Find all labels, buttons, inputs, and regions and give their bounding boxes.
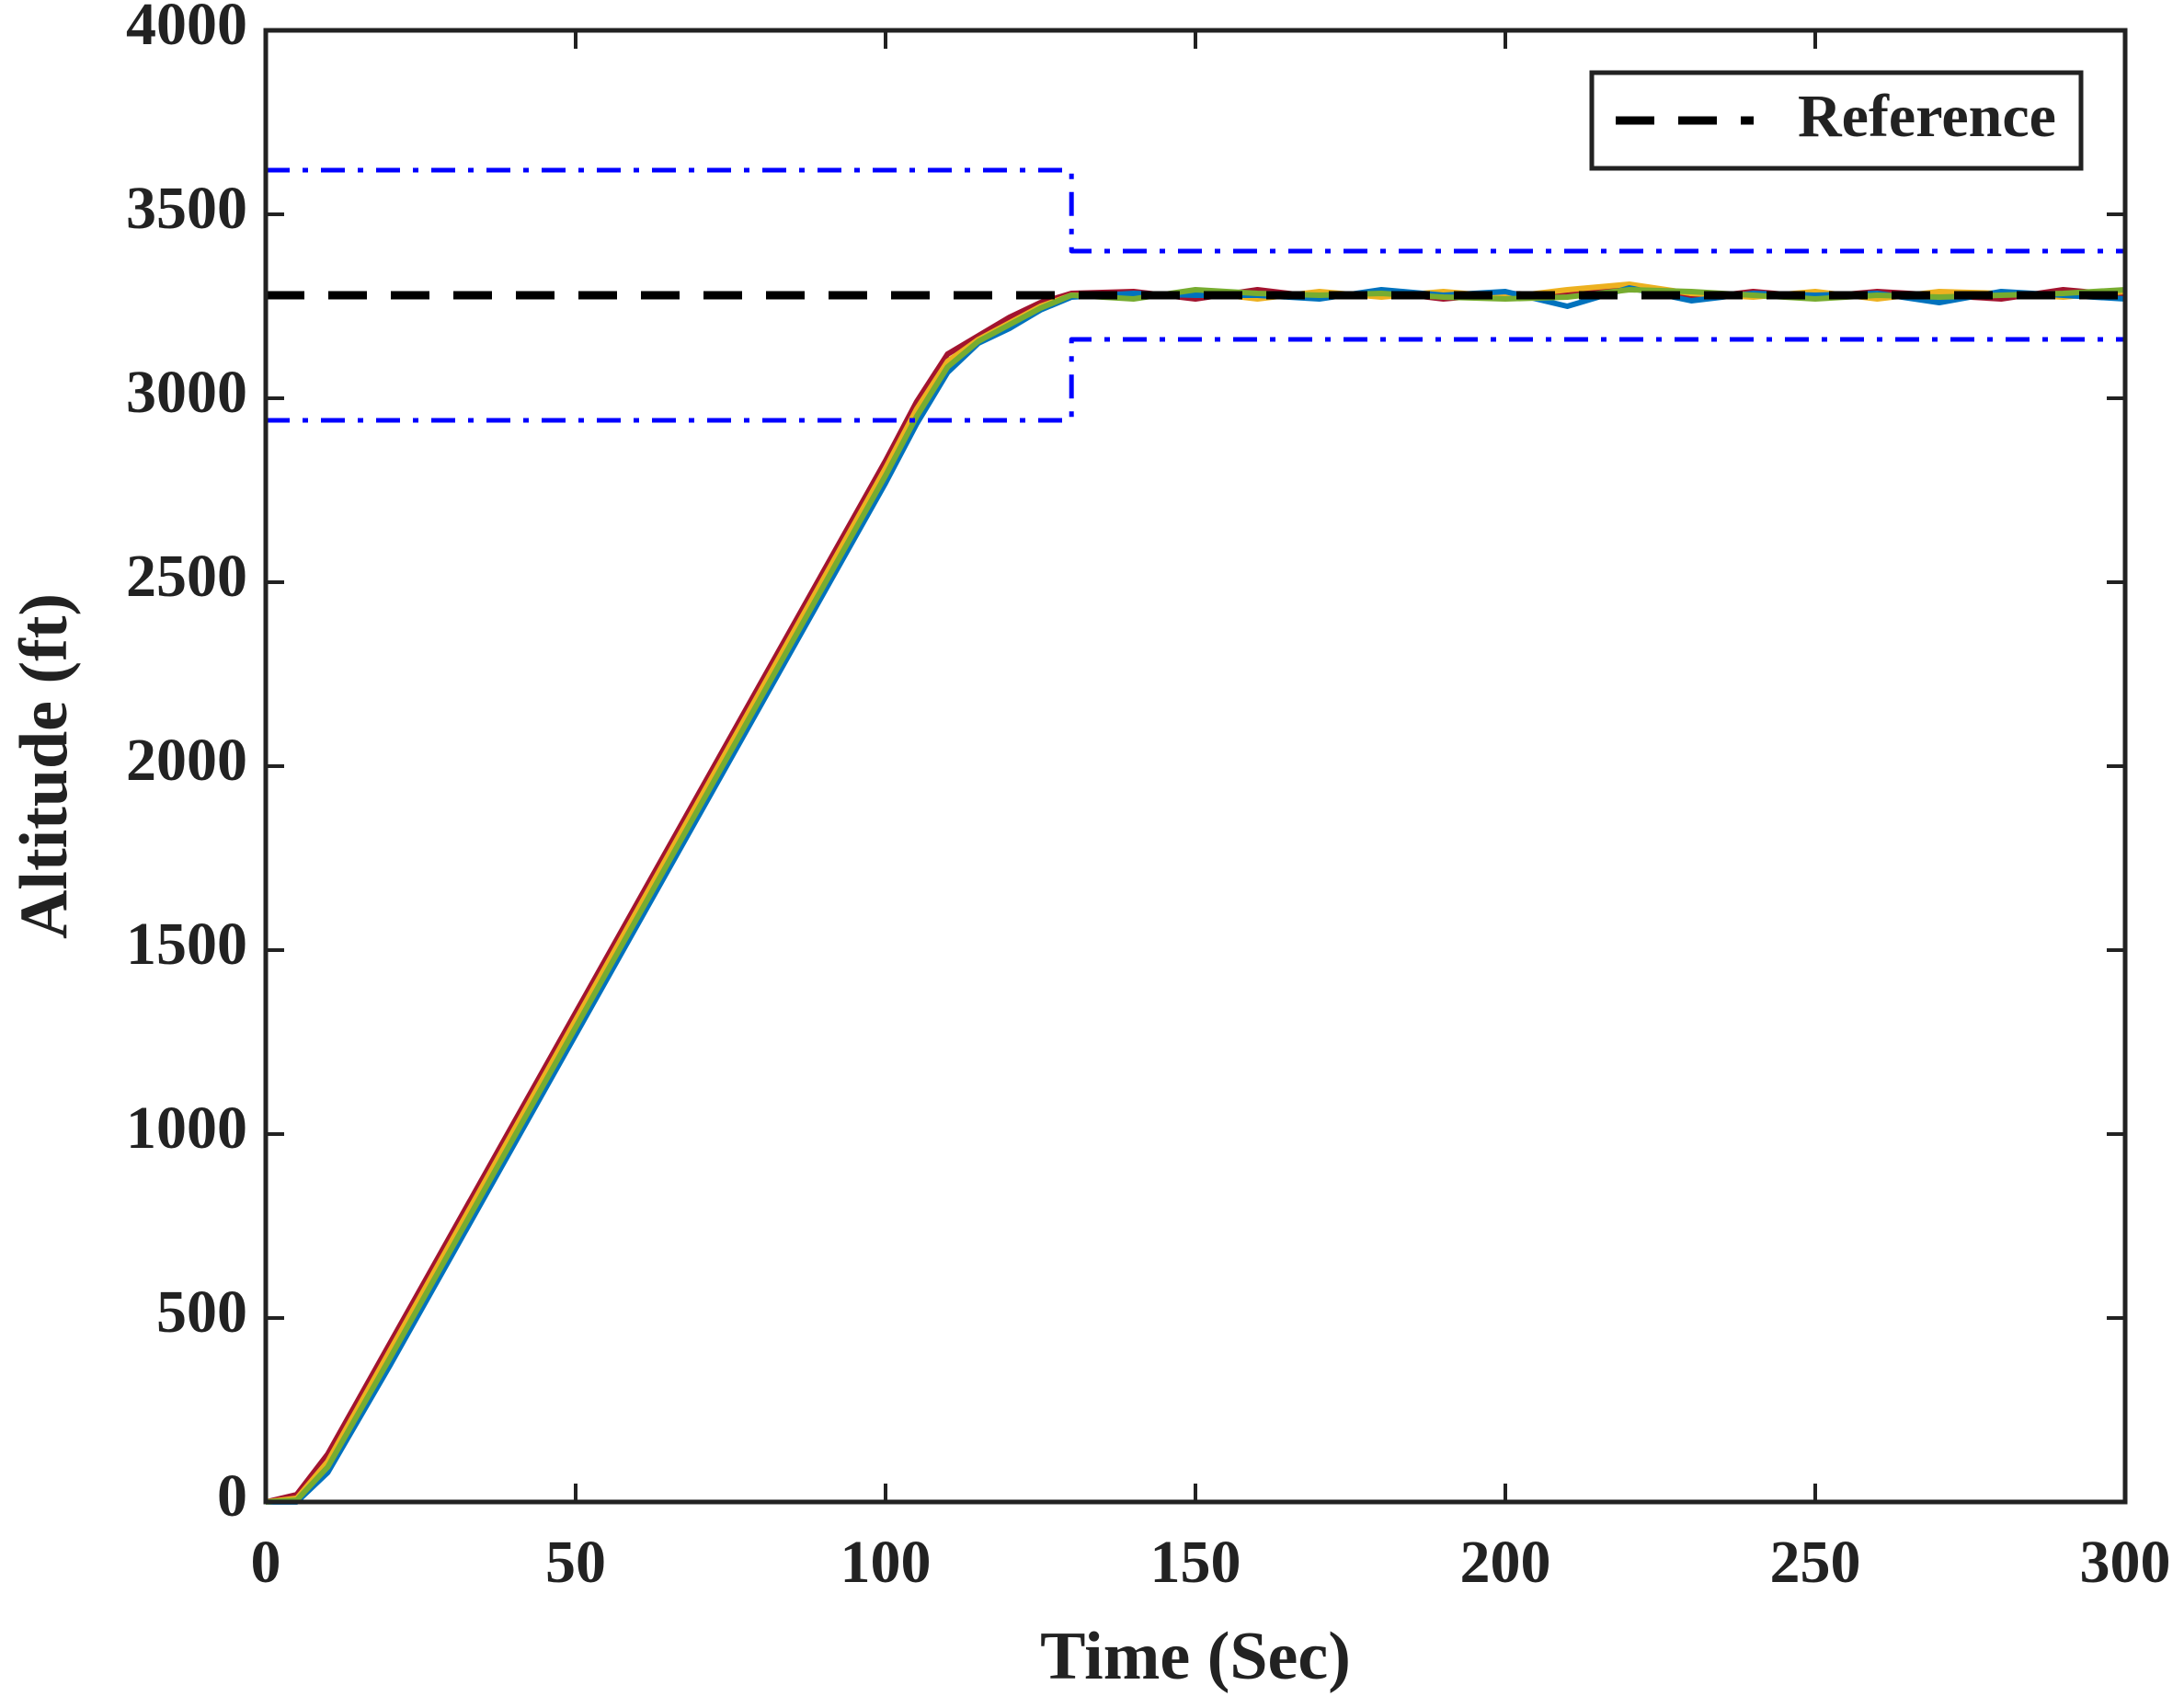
y-tick-label: 1500 xyxy=(126,911,247,978)
y-tick-label: 500 xyxy=(156,1278,247,1346)
y-axis-label: Altitude (ft) xyxy=(6,593,82,939)
x-tick-label: 0 xyxy=(251,1529,281,1596)
series-line xyxy=(266,167,2125,254)
y-tick-label: 2000 xyxy=(126,727,247,794)
legend-box xyxy=(1589,70,2084,171)
y-tick-label: 2500 xyxy=(126,543,247,610)
legend-label: Reference xyxy=(1798,83,2056,150)
x-tick-label: 300 xyxy=(2080,1529,2171,1596)
y-tick-label: 3500 xyxy=(126,175,247,242)
series-line xyxy=(266,337,2125,423)
x-tick-label: 250 xyxy=(1770,1529,1861,1596)
y-tick-label: 1000 xyxy=(126,1095,247,1162)
x-tick-label: 50 xyxy=(545,1529,606,1596)
x-tick-label: 150 xyxy=(1150,1529,1241,1596)
x-axis-label: Time (Sec) xyxy=(1040,1619,1351,1694)
y-tick-label: 3000 xyxy=(126,359,247,426)
y-tick-label: 4000 xyxy=(126,0,247,58)
y-tick-label: 0 xyxy=(217,1462,247,1530)
x-tick-label: 100 xyxy=(840,1529,932,1596)
x-tick-label: 200 xyxy=(1460,1529,1551,1596)
